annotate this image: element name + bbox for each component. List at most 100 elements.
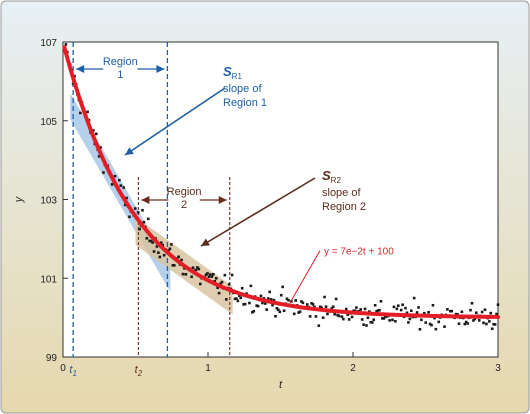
data-point	[473, 317, 477, 321]
data-point	[340, 315, 344, 318]
y-axis-label: y	[13, 195, 25, 203]
data-point	[279, 293, 283, 297]
data-point	[145, 237, 149, 240]
data-point	[475, 311, 478, 315]
y-tick-label: 105	[40, 117, 57, 128]
data-point	[128, 215, 131, 219]
data-point	[490, 327, 494, 331]
data-point	[264, 302, 267, 305]
data-point	[388, 319, 391, 322]
data-point	[152, 250, 156, 253]
data-point	[168, 247, 172, 251]
data-point	[407, 321, 410, 324]
data-point	[122, 186, 126, 189]
data-point	[485, 322, 488, 326]
data-point	[194, 268, 198, 272]
slope-r2-pointer-shaft	[200, 177, 316, 247]
data-point	[142, 220, 146, 224]
region-2-arrow-left	[141, 196, 169, 204]
data-point	[210, 275, 214, 278]
data-point	[172, 264, 176, 267]
data-point	[294, 299, 297, 302]
data-point	[149, 239, 153, 243]
data-point	[278, 310, 282, 314]
y-tick-label: 107	[40, 38, 57, 49]
data-point	[113, 174, 117, 178]
slope-r1-pointer	[124, 87, 226, 156]
data-point	[99, 146, 102, 149]
data-point	[275, 307, 279, 310]
data-point	[170, 243, 173, 246]
data-point	[230, 273, 234, 277]
data-point	[314, 315, 318, 318]
data-point	[310, 302, 313, 305]
data-point	[463, 322, 467, 326]
slope-r2-symbol: SR2	[322, 168, 341, 185]
data-point	[220, 280, 224, 284]
data-point	[266, 297, 270, 300]
data-point	[94, 132, 98, 136]
data-point	[379, 299, 383, 303]
data-point	[381, 317, 384, 320]
data-point	[249, 284, 253, 288]
region-1-label-line1: Region	[103, 56, 138, 68]
data-point	[285, 297, 289, 301]
data-point	[368, 310, 371, 313]
data-point	[227, 283, 231, 286]
data-point	[146, 217, 150, 221]
data-point	[207, 275, 211, 278]
data-point	[251, 310, 254, 314]
data-point	[317, 324, 321, 327]
data-point	[217, 291, 221, 295]
data-point	[92, 129, 95, 132]
y-tick-label: 103	[40, 196, 57, 207]
data-point	[396, 304, 400, 308]
data-point	[321, 316, 325, 320]
slope-r1-line1: slope of	[223, 83, 262, 95]
data-point	[214, 277, 218, 280]
data-point	[97, 154, 101, 158]
data-point	[206, 272, 209, 275]
x-tick-label: 2	[350, 363, 356, 374]
region-boundaries	[72, 42, 231, 357]
data-point	[198, 282, 202, 286]
data-point	[298, 310, 302, 313]
y-tick-label: 101	[40, 274, 57, 285]
data-point	[268, 290, 271, 294]
data-point	[334, 297, 338, 301]
data-point	[420, 318, 423, 322]
data-point	[197, 267, 201, 271]
data-point	[378, 308, 381, 312]
data-point	[158, 255, 162, 259]
data-point	[255, 304, 258, 307]
data-point	[282, 309, 286, 313]
data-point	[123, 203, 127, 207]
data-point	[301, 301, 305, 305]
data-point	[449, 309, 452, 313]
data-point	[216, 286, 219, 290]
data-point	[324, 305, 328, 308]
data-point	[460, 310, 464, 314]
data-point	[162, 253, 166, 257]
y-tick-label: 99	[46, 353, 58, 364]
data-point	[64, 43, 68, 46]
data-point	[331, 305, 335, 309]
fit-curve-line	[62, 45, 500, 319]
region-1-arrow-left-head	[76, 65, 85, 73]
axes: 0 1 2 3 99 101 103 105 107 t y t1 t2	[13, 38, 501, 391]
data-point	[239, 296, 243, 300]
data-point	[272, 298, 276, 302]
data-point	[269, 298, 273, 301]
data-point	[86, 110, 89, 114]
slope-r1-pointer-head	[125, 147, 134, 155]
data-point	[297, 311, 300, 314]
t-marker-2: t2	[135, 364, 143, 378]
data-point	[213, 280, 217, 283]
data-point	[355, 306, 358, 309]
data-point	[480, 310, 484, 314]
data-point	[391, 318, 394, 322]
data-point	[256, 304, 260, 308]
t-marker-1: t1	[69, 364, 77, 378]
